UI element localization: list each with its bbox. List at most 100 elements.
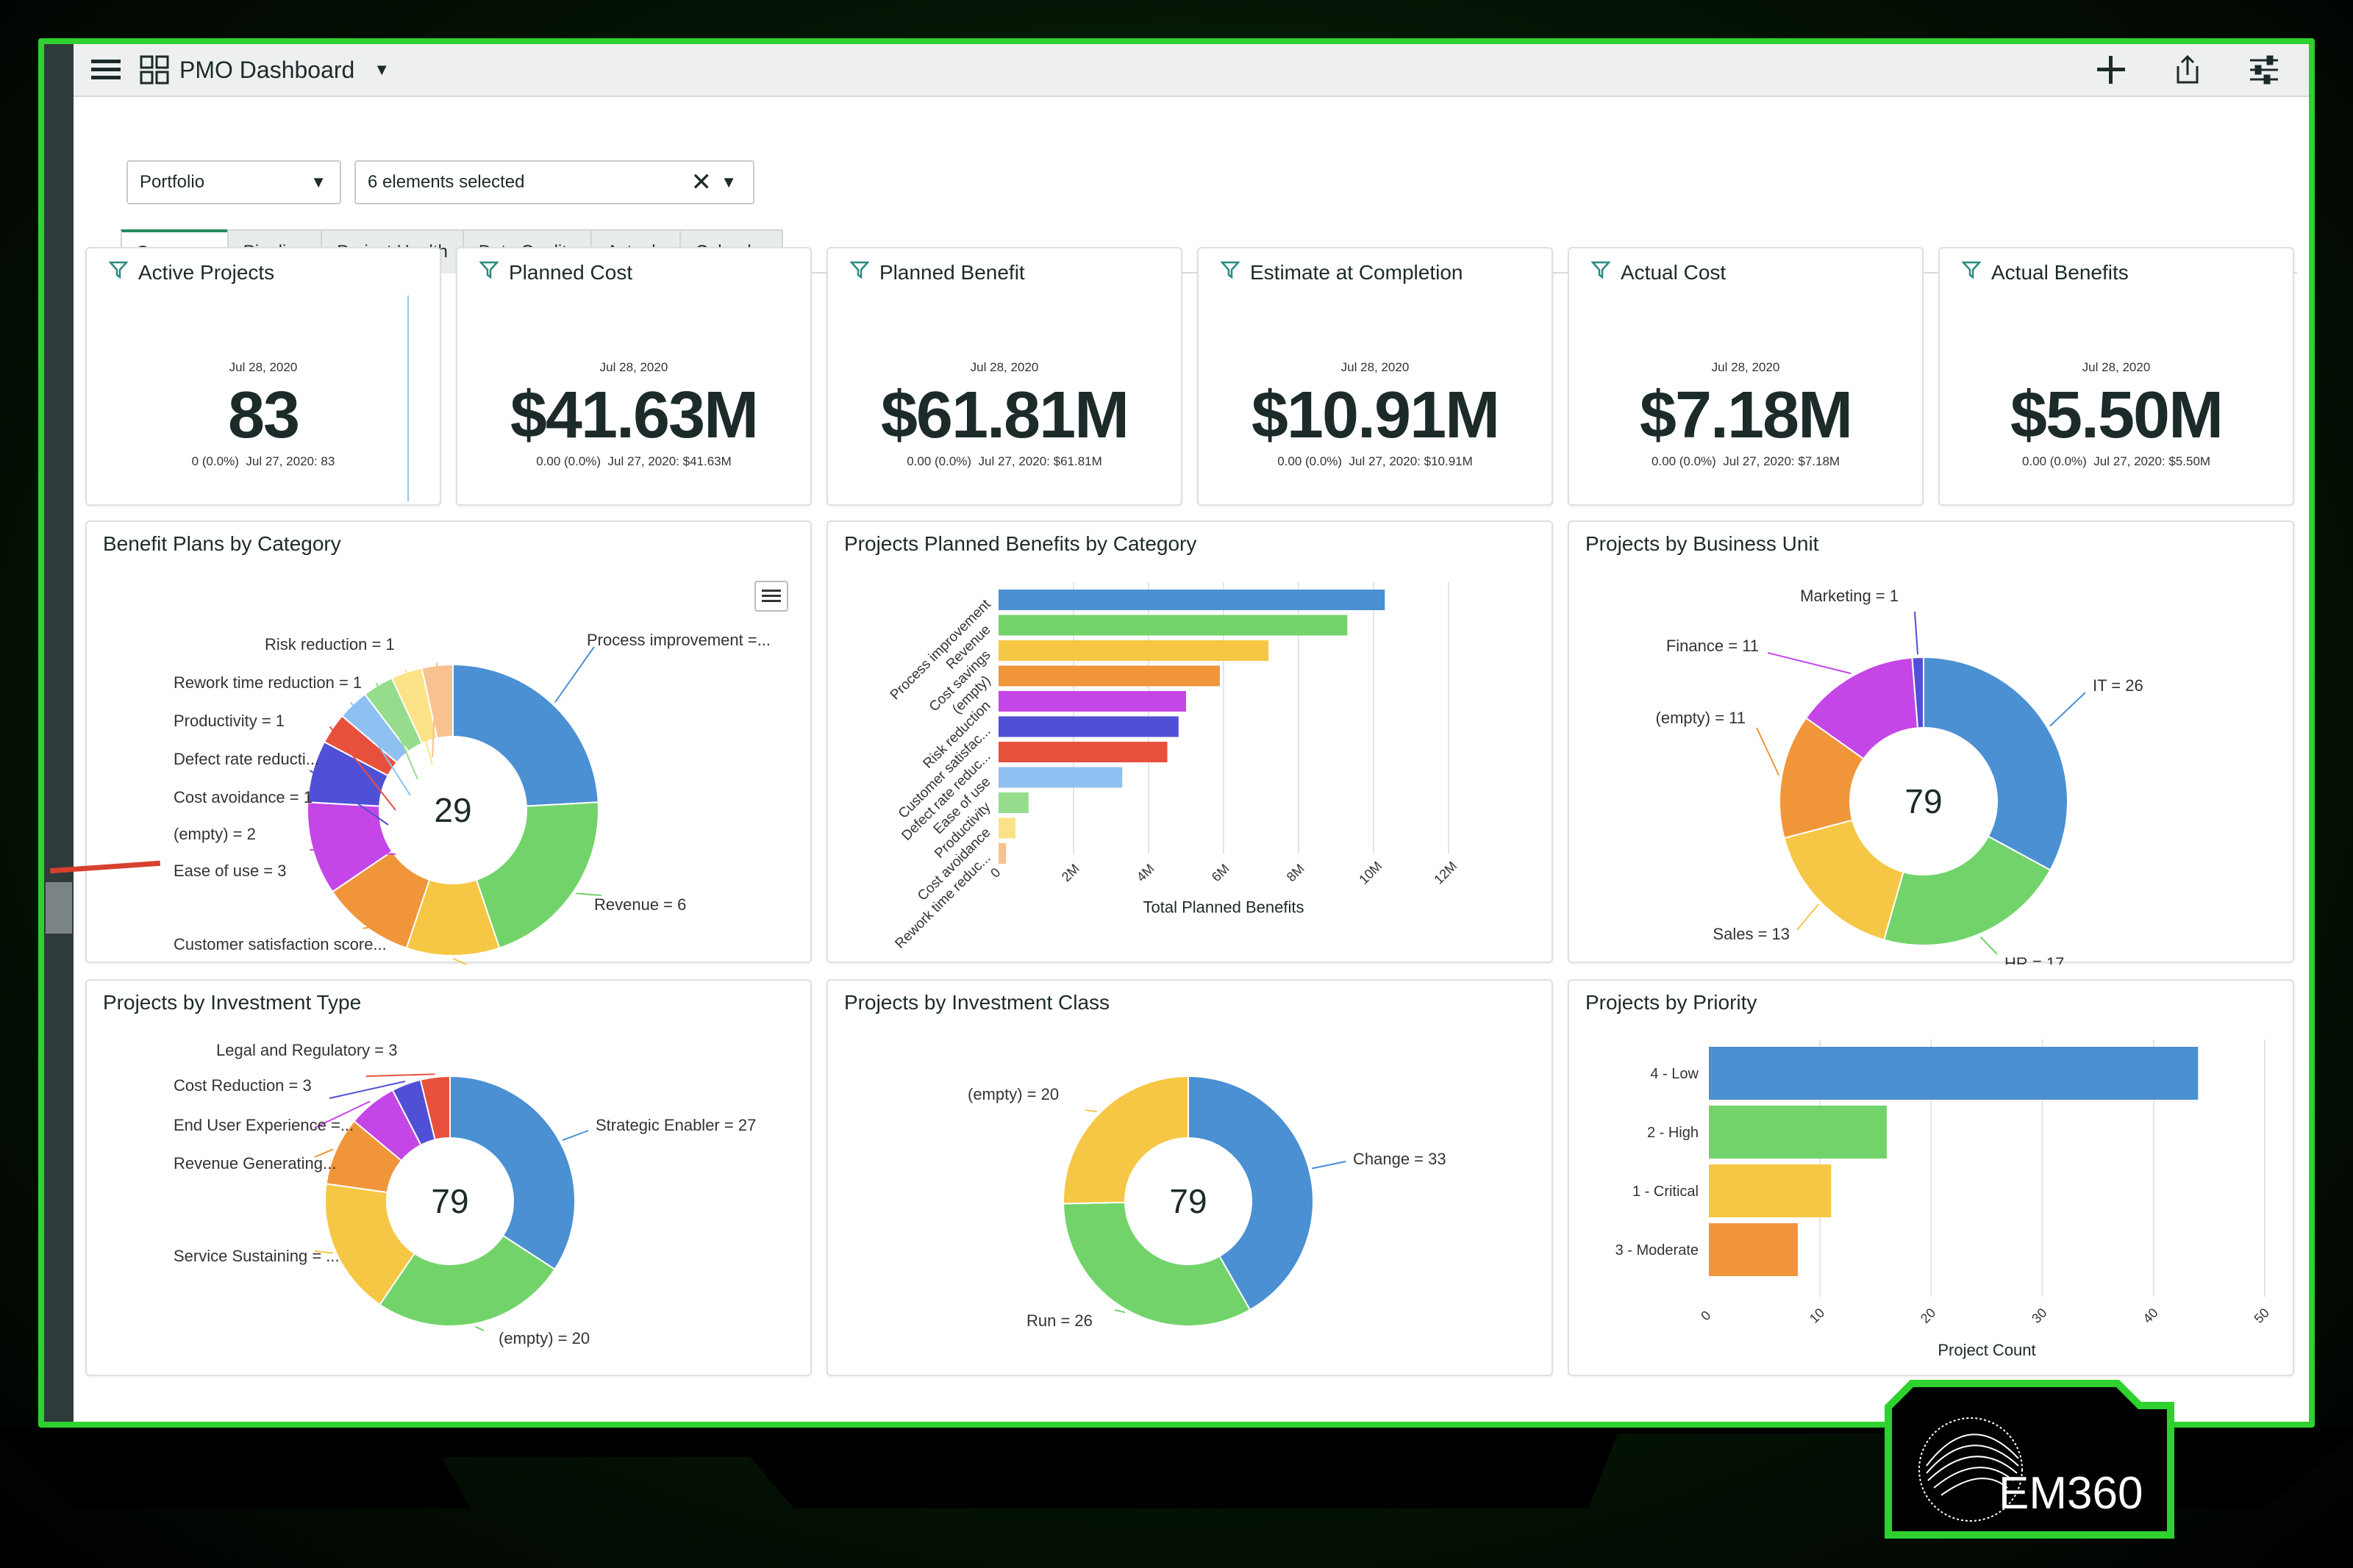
slice-label: Revenue = 6 [594,895,686,914]
slice-label: Run = 26 [1026,1311,1093,1330]
filter-funnel-icon[interactable] [479,260,499,284]
kpi-title: Active Projects [138,260,275,284]
panel-title: Projects by Investment Type [103,991,362,1014]
slice-leader-line [363,924,389,929]
slice-leader-line [452,958,468,964]
kpi-card-active-projects[interactable]: Active Projects Jul 28, 2020 83 0 (0.0%)… [85,247,441,506]
kpi-value[interactable]: $41.63M [510,379,759,452]
bar[interactable] [999,640,1269,661]
category-label: 4 - Low [1650,1066,1699,1082]
slice-leader-line [314,1250,334,1254]
bar[interactable] [999,665,1220,687]
filter-funnel-icon[interactable] [849,260,870,284]
kpi-card-planned-cost[interactable]: Planned Cost Jul 28, 2020 $41.63M 0.00 (… [456,247,812,506]
bar[interactable] [999,742,1168,762]
kpi-title: Actual Cost [1621,260,1727,284]
slice-leader-line [1312,1161,1346,1170]
bar[interactable] [999,691,1186,712]
filter-funnel-icon[interactable] [1590,260,1611,284]
bar[interactable] [999,590,1385,610]
panel-investment-class: Projects by Investment Class Change = 33… [826,979,1553,1376]
x-tick-label: 10 [1807,1306,1827,1326]
kpi-title: Planned Cost [509,260,633,284]
slice-label: Cost Reduction = 3 [174,1076,312,1095]
elements-select[interactable]: 6 elements selected ✕ ▼ [354,160,754,204]
donut-slice[interactable] [1063,1201,1252,1327]
kpi-date: Jul 28, 2020 [2082,360,2151,374]
kpi-previous: Jul 27, 2020: $5.50M [2093,454,2211,468]
donut-slice[interactable] [1188,1075,1314,1311]
kpi-value[interactable]: $5.50M [2010,379,2224,452]
kpi-comparison: 0 (0.0%) Jul 27, 2020: 83 [87,454,440,469]
slice-label: Sales = 13 [1713,925,1790,943]
slice-label: Cost avoidance = 1 [174,788,313,806]
donut-slice[interactable] [449,1075,576,1271]
add-icon[interactable] [2096,54,2127,85]
x-tick-label: 6M [1209,861,1232,884]
dashboard-grid-icon[interactable] [140,55,169,85]
x-tick-label: 20 [1918,1306,1938,1326]
donut-slice[interactable] [1911,656,1924,729]
donut-slice[interactable] [324,1183,416,1306]
donut-slice[interactable] [1923,656,2068,871]
bar[interactable] [999,716,1179,737]
slice-leader-line [576,892,602,896]
donut-slice[interactable] [421,663,454,740]
panel-benefit-plans: Benefit Plans by Category Process improv… [85,520,812,964]
kpi-value[interactable]: 83 [227,379,300,452]
filter-funnel-icon[interactable] [1961,260,1982,284]
share-icon[interactable] [2174,54,2202,85]
donut-slice[interactable] [475,801,599,949]
chevron-down-icon[interactable]: ▼ [721,173,737,191]
bar[interactable] [999,843,1007,864]
rail-scroll-thumb[interactable] [46,882,72,934]
bar[interactable] [1709,1164,1832,1217]
donut-slice[interactable] [1063,1075,1189,1205]
bar[interactable] [1709,1047,2199,1100]
bar[interactable] [999,615,1348,636]
chevron-down-icon[interactable]: ▼ [310,173,326,191]
slice-label: Service Sustaining = ... [174,1247,340,1265]
filter-funnel-icon[interactable] [1220,260,1240,284]
chart-menu-icon[interactable] [754,581,788,612]
donut-slice[interactable] [379,1234,556,1327]
bar[interactable] [999,792,1029,813]
bar[interactable] [1709,1223,1798,1276]
donut-slice[interactable] [1882,835,2052,946]
kpi-card-estimate-at-completion[interactable]: Estimate at Completion Jul 28, 2020 $10.… [1197,247,1553,506]
kpi-card-actual-cost[interactable]: Actual Cost Jul 28, 2020 $7.18M 0.00 (0.… [1568,247,1924,506]
bar[interactable] [1709,1106,1887,1159]
em360-logo: EM360 [1885,1380,2174,1539]
x-tick-label: 8M [1284,861,1307,884]
filter-funnel-icon[interactable] [108,260,129,284]
portfolio-select[interactable]: Portfolio ▼ [126,160,341,204]
donut-slice[interactable] [1783,819,1904,941]
dashboard-title[interactable]: PMO Dashboard [179,56,355,83]
slice-label: Finance = 11 [1666,637,1759,655]
x-tick-label: 10M [1356,859,1385,887]
kpi-card-planned-benefit[interactable]: Planned Benefit Jul 28, 2020 $61.81M 0.0… [826,247,1182,506]
donut-slice[interactable] [419,1075,451,1141]
donut-slice[interactable] [452,663,599,807]
slice-leader-line [314,1148,334,1158]
slice-label: (empty) = 20 [968,1085,1059,1103]
x-tick-label: 12M [1431,859,1460,887]
kpi-value[interactable]: $61.81M [880,379,1129,452]
slice-leader-line [562,1130,589,1141]
frame-bottom-decoration [0,1428,2353,1508]
slice-label: Customer satisfaction score... [174,935,387,953]
kpi-card-actual-benefits[interactable]: Actual Benefits Jul 28, 2020 $5.50M 0.00… [1938,247,2294,506]
donut-center-value: 79 [1904,782,1942,820]
hamburger-menu-icon[interactable] [91,57,121,83]
slice-leader-line [375,682,418,780]
screen-frame: PMO Dashboard ▼ Portfolio ▼ 6 elements s… [38,38,2315,1428]
filter-settings-icon[interactable] [2249,54,2279,85]
bar[interactable] [999,817,1015,839]
kpi-value[interactable]: $7.18M [1639,379,1853,452]
clear-icon[interactable]: ✕ [690,168,713,196]
kpi-value[interactable]: $10.91M [1251,379,1500,452]
chevron-down-icon[interactable]: ▼ [374,60,390,79]
bar[interactable] [999,767,1123,788]
sparkline-mark [407,296,409,501]
